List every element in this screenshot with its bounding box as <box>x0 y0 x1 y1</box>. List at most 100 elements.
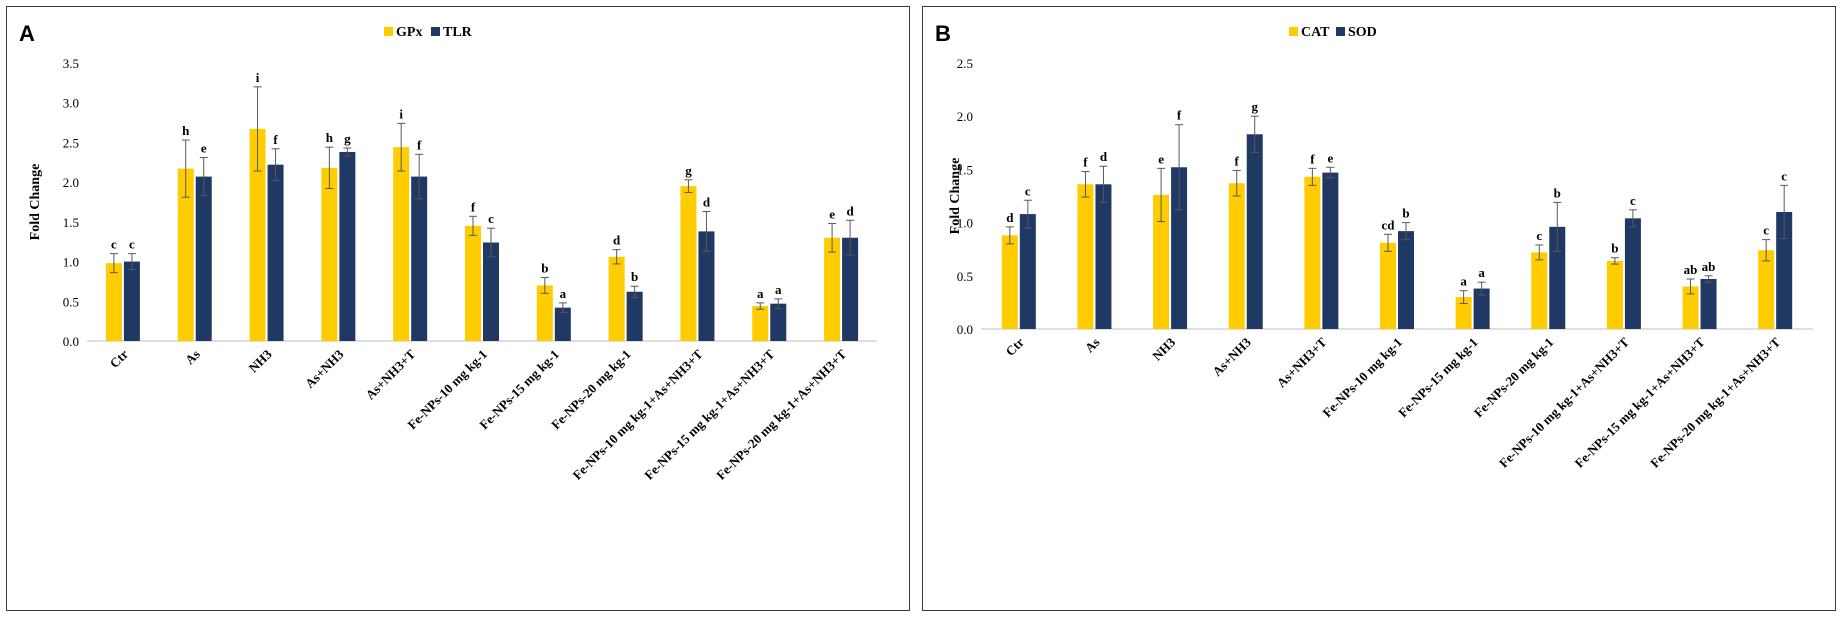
chart-a-significance-letter: b <box>631 269 638 284</box>
chart-a-bar-tlr <box>123 261 140 341</box>
chart-b-significance-letter: a <box>1478 265 1485 280</box>
chart-a-bar-tlr <box>339 151 356 341</box>
chart-b-y-tick-label: 0.5 <box>957 269 973 284</box>
chart-b-bar-sod <box>1019 214 1036 329</box>
chart-b-bar-sod <box>1776 211 1793 329</box>
chart-b-x-tick-label: As <box>1082 335 1103 356</box>
chart-b-bar-sod <box>1246 134 1263 329</box>
chart-b-x-tick-label: Fe-NPs-15 mg kg-1+As+NH3+T <box>1572 334 1708 470</box>
chart-a-x-tick-label: Fe-NPs-20 mg kg-1+As+NH3+T <box>713 346 849 482</box>
chart-a-legend-swatch-tlr <box>431 27 440 36</box>
panel-label-a: A <box>19 21 35 46</box>
chart-a-x-tick-label: Fe-NPs-15 mg kg-1+As+NH3+T <box>641 346 777 482</box>
chart-b-legend-swatch-cat <box>1289 27 1298 36</box>
chart-b-legend-swatch-sod <box>1336 27 1345 36</box>
chart-a-bar-tlr <box>195 176 212 341</box>
chart-a-y-tick-label: 3.5 <box>63 56 79 71</box>
chart-a-bar-gpx <box>752 306 769 341</box>
chart-a-bar-gpx <box>105 263 122 341</box>
chart-a-bar-gpx <box>249 128 266 341</box>
chart-a-y-tick-label: 1.0 <box>63 255 79 270</box>
chart-a-significance-letter: f <box>471 199 476 214</box>
chart-a-significance-letter: a <box>560 286 567 301</box>
chart-a-significance-letter: g <box>685 163 692 178</box>
chart-b-x-tick-label: Fe-NPs-10 mg kg-1+As+NH3+T <box>1496 334 1632 470</box>
chart-b-significance-letter: ab <box>1684 262 1698 277</box>
chart-a-bar-tlr <box>411 176 428 341</box>
chart-a-significance-letter: g <box>344 131 351 146</box>
chart-b-significance-letter: c <box>1025 183 1031 198</box>
chart-b-significance-letter: g <box>1251 99 1258 114</box>
chart-a-bar-tlr <box>842 237 859 341</box>
chart-a-bar-tlr <box>770 303 787 341</box>
chart-a-legend-label-gpx: GPx <box>396 25 422 40</box>
chart-a-significance-letter: d <box>703 195 711 210</box>
chart-a-significance-letter: d <box>613 233 621 248</box>
chart-b-y-tick-label: 2.0 <box>957 109 973 124</box>
chart-b-bar-cat <box>1077 184 1094 329</box>
chart-b-bar-sod <box>1322 172 1339 329</box>
chart-b-bar-cat <box>1758 250 1775 329</box>
chart-b-bar-cat <box>1531 252 1548 329</box>
chart-a-bar-gpx <box>393 147 410 341</box>
chart-a-x-tick-label: Ctr <box>107 346 132 371</box>
chart-b-x-tick-label: As+NH3+T <box>1274 334 1330 390</box>
chart-a-bar-tlr <box>483 242 499 341</box>
chart-a-y-tick-label: 3.0 <box>63 96 79 111</box>
chart-b-bar-cat <box>1001 235 1018 329</box>
chart-b-significance-letter: f <box>1083 155 1088 170</box>
chart-b-x-tick-label: Ctr <box>1003 334 1028 359</box>
chart-b-bar-sod <box>1171 167 1188 329</box>
chart-a-y-axis-label: Fold Change <box>28 164 43 241</box>
chart-b-bar-cat <box>1682 286 1699 329</box>
chart-a-significance-letter: c <box>129 237 135 252</box>
chart-a-significance-letter: e <box>201 141 207 156</box>
chart-b-significance-letter: e <box>1158 151 1164 166</box>
chart-a-bar-gpx <box>177 168 194 341</box>
chart-a-legend-swatch-gpx <box>384 27 393 36</box>
chart-b-bar-cat <box>1153 194 1170 329</box>
chart-a-bar-tlr <box>626 291 643 341</box>
chart-b-significance-letter: b <box>1554 185 1561 200</box>
chart-b-significance-letter: c <box>1536 228 1542 243</box>
chart-b-x-tick-label: As+NH3 <box>1209 334 1254 379</box>
chart-a-legend-label-tlr: TLR <box>443 25 473 40</box>
chart-a-bar-tlr <box>554 307 571 341</box>
chart-panel-a: A Fold Change 0.0 0.5 1.0 1.5 2.0 2.5 3.0 3.5 c c C… <box>6 6 910 611</box>
chart-b-bar-sod <box>1095 184 1112 329</box>
chart-a-y-tick-label: 2.5 <box>63 135 79 150</box>
chart-a-y-tick-label: 0.5 <box>63 294 79 309</box>
panel-label-b: B <box>935 21 951 46</box>
chart-panel-b: B Fold Change 0.0 0.5 1.0 1.5 2.0 2.5 d c Ctr f d As… <box>922 6 1836 611</box>
chart-b-significance-letter: c <box>1763 223 1769 238</box>
chart-b-x-tick-label: Fe-NPs-20 mg kg-1+As+NH3+T <box>1647 334 1783 470</box>
chart-a-bar-tlr <box>267 164 284 341</box>
chart-a-significance-letter: f <box>273 132 278 147</box>
chart-a-bar-gpx <box>608 256 625 341</box>
chart-b-legend-label-cat: CAT <box>1301 25 1330 40</box>
chart-b-legend-label-sod: SOD <box>1348 25 1377 40</box>
chart-b-significance-letter: f <box>1310 151 1315 166</box>
chart-b-bar-sod <box>1549 226 1566 329</box>
chart-a-x-tick-label: Fe-NPs-10 mg kg-1+As+NH3+T <box>569 346 705 482</box>
chart-a-bar-gpx <box>465 225 481 341</box>
chart-b-x-tick-label: Fe-NPs-15 mg kg-1 <box>1395 335 1481 421</box>
chart-a-significance-letter: i <box>399 106 403 121</box>
chart-b-significance-letter: a <box>1460 274 1467 289</box>
chart-b-y-axis-label: Fold Change <box>948 158 963 235</box>
chart-a-significance-letter: h <box>182 123 190 138</box>
chart-a-significance-letter: e <box>829 206 835 221</box>
chart-b-significance-letter: f <box>1235 153 1240 168</box>
chart-b-significance-letter: d <box>1006 210 1014 225</box>
chart-a-significance-letter: h <box>326 130 334 145</box>
chart-b-bar-cat <box>1380 242 1396 329</box>
chart-a-bar-gpx <box>680 186 697 341</box>
chart-b-y-tick-label: 1.5 <box>957 162 973 177</box>
chart-b-y-tick-label: 1.0 <box>957 216 973 231</box>
chart-a-bar-gpx <box>321 167 338 341</box>
chart-b-x-tick-label: NH3 <box>1149 334 1178 363</box>
chart-a-significance-letter: a <box>775 282 782 297</box>
chart-b-significance-letter: c <box>1781 168 1787 183</box>
